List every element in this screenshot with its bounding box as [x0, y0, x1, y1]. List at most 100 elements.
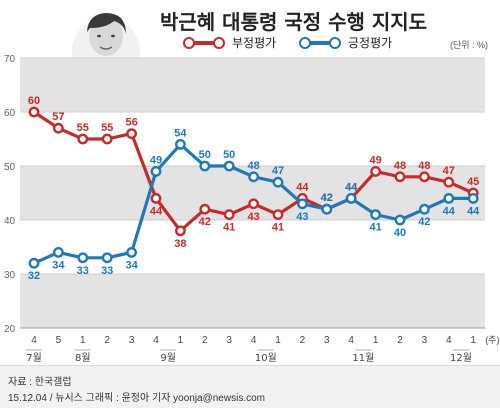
data-label: 42 — [199, 216, 211, 228]
legend-positive: 긍정평가 — [298, 34, 392, 51]
y-tick-label: 20 — [4, 324, 16, 335]
data-point — [174, 225, 186, 237]
x-tick-label: 3 — [226, 335, 232, 346]
data-point — [77, 252, 89, 264]
data-point — [272, 209, 284, 221]
data-label: 56 — [125, 117, 137, 129]
data-label: 44 — [296, 181, 309, 193]
data-point — [150, 165, 162, 177]
unit-label: (단위 : %) — [449, 40, 488, 50]
data-point — [370, 209, 381, 221]
footer: 자료 : 한국갤럽 15.12.04 / 뉴시스 그래픽 : 윤정아 기자 yo… — [0, 365, 500, 408]
x-tick-label: 2 — [300, 335, 306, 346]
data-point — [443, 176, 455, 188]
data-label: 49 — [150, 154, 162, 166]
x-tick-label: 4 — [251, 335, 257, 346]
data-point — [394, 214, 406, 226]
data-point — [248, 171, 260, 183]
data-point — [345, 192, 357, 204]
data-label: 43 — [296, 211, 308, 223]
month-label: 12월 — [450, 352, 472, 364]
data-label: 34 — [125, 259, 138, 271]
grid-band — [20, 274, 485, 328]
x-tick-label: 2 — [202, 335, 208, 346]
data-label: 47 — [272, 165, 284, 177]
data-label: 50 — [223, 149, 235, 161]
x-tick-label: 4 — [446, 335, 452, 346]
legend-negative-swatch — [182, 36, 226, 50]
data-label: 45 — [467, 176, 479, 188]
y-tick-label: 40 — [4, 216, 16, 227]
data-point — [467, 192, 479, 204]
data-point — [28, 257, 40, 269]
data-point — [126, 128, 138, 140]
data-label: 41 — [369, 222, 381, 234]
data-point — [418, 171, 430, 183]
x-tick-label: 4 — [31, 335, 37, 346]
data-label: 44 — [467, 205, 480, 217]
data-point — [199, 160, 211, 172]
data-label: 33 — [77, 265, 89, 277]
x-unit-label: (주) — [485, 335, 499, 345]
data-point — [223, 209, 235, 221]
legend-positive-label: 긍정평가 — [348, 36, 393, 50]
x-tick-label: 3 — [129, 335, 135, 346]
data-point — [199, 203, 211, 215]
credit-label: 15.12.04 / 뉴시스 그래픽 : 윤정아 기자 yoonja@newsi… — [8, 393, 265, 404]
legend-negative-label: 부정평가 — [232, 36, 277, 50]
legend-positive-swatch — [298, 36, 342, 50]
data-label: 42 — [321, 192, 333, 204]
data-point — [101, 252, 113, 264]
data-point — [28, 106, 40, 118]
data-label: 33 — [101, 265, 113, 277]
grid-band — [20, 58, 485, 112]
data-point — [418, 203, 430, 215]
data-label: 44 — [345, 181, 358, 193]
month-label: 10월 — [255, 352, 277, 364]
x-tick-label: 1 — [178, 335, 184, 346]
x-tick-label: 1 — [470, 335, 476, 346]
data-label: 41 — [223, 222, 235, 234]
data-point — [394, 171, 406, 183]
data-label: 40 — [394, 227, 406, 239]
data-label: 50 — [199, 149, 211, 161]
data-label: 60 — [28, 95, 40, 107]
data-label: 55 — [101, 122, 113, 134]
data-label: 48 — [418, 160, 430, 172]
data-label: 42 — [418, 216, 430, 228]
data-label: 49 — [369, 154, 381, 166]
data-label: 44 — [443, 205, 456, 217]
source-label: 자료 : 한국갤럽 — [8, 377, 72, 388]
data-label: 54 — [174, 127, 187, 139]
data-label: 48 — [394, 160, 406, 172]
data-label: 48 — [247, 160, 259, 172]
data-point — [248, 198, 260, 210]
x-tick-label: 2 — [104, 335, 110, 346]
month-label: 8월 — [75, 352, 91, 364]
x-tick-label: 1 — [80, 335, 86, 346]
data-point — [272, 176, 284, 188]
data-point — [150, 192, 162, 204]
month-label: 7월 — [26, 352, 42, 364]
data-label: 57 — [52, 111, 64, 123]
data-point — [174, 138, 186, 150]
data-point — [53, 122, 64, 134]
x-tick-label: 1 — [373, 335, 379, 346]
x-tick-label: 2 — [397, 335, 403, 346]
x-tick-label: 3 — [422, 335, 428, 346]
data-label: 55 — [77, 122, 89, 134]
y-tick-label: 30 — [4, 270, 16, 281]
data-label: 43 — [247, 211, 259, 223]
data-point — [443, 192, 455, 204]
data-point — [223, 160, 235, 172]
legend-negative: 부정평가 — [182, 34, 276, 51]
data-point — [296, 198, 308, 210]
data-label: 42 — [321, 192, 333, 204]
x-tick-label: 5 — [56, 335, 62, 346]
data-point — [126, 246, 138, 258]
data-label: 32 — [28, 270, 40, 282]
y-tick-label: 60 — [4, 108, 16, 119]
data-point — [53, 246, 64, 258]
data-label: 44 — [150, 205, 163, 217]
